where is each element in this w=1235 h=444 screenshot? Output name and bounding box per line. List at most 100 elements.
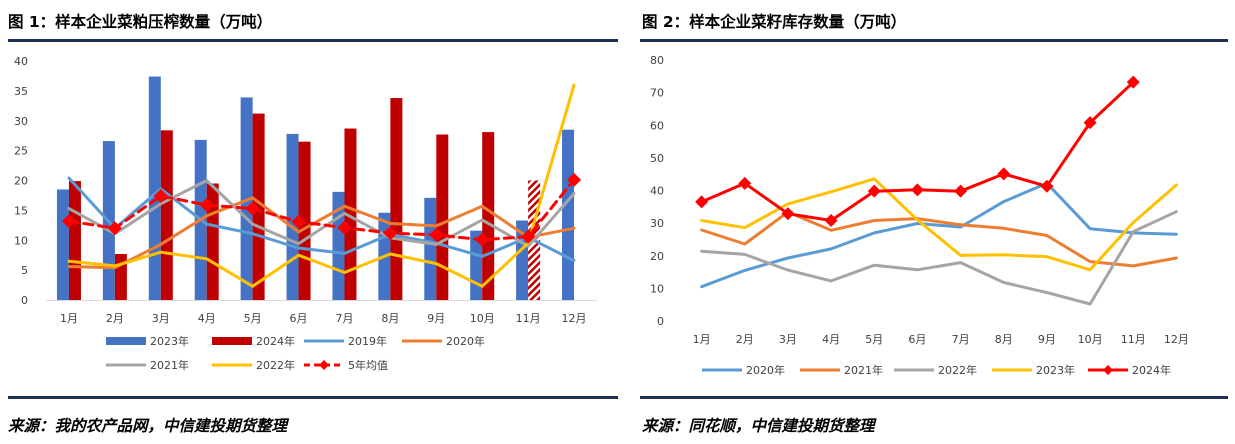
x-tick-label: 8月 [381,312,399,325]
series-line-2019年 [67,176,576,263]
legend-swatch-2023年 [106,337,146,345]
bar-2024年 [482,132,495,300]
y-tick-label: 30 [14,115,28,128]
series-marker-5年均值 [245,201,260,216]
bar-2024年 [252,113,265,300]
legend-label: 2023年 [150,334,189,348]
y-tick-label: 40 [14,55,28,68]
series-marker-5年均值 [107,221,122,236]
chart-2-source: 来源：同花顺，中信建投期货整理 [642,417,875,435]
chart-1: 0 5 10 15 20 25 30 35 40 1月 2月 3月 4月 5月 6月 7月 8月 9月 10月 11月… [14,55,597,372]
y-tick-label: 40 [650,185,664,198]
x-tick-label: 7月 [335,312,353,325]
legend-label: 2022年 [256,358,295,372]
series-marker-5年均值 [383,226,398,241]
y-tick-label: 70 [650,87,664,100]
series-line-5年均值 [67,178,576,242]
x-tick-label: 8月 [995,333,1013,346]
legend-marker-5年均值 [319,360,329,370]
x-tick-label: 10月 [1078,333,1103,346]
legend-label: 2024年 [256,334,295,348]
top-rule-left [8,39,618,42]
bar-2024年 [344,128,357,300]
x-tick-label: 12月 [562,312,587,325]
series-marker-2024年 [867,184,881,198]
series-marker-2024年 [781,207,795,221]
x-tick-label: 10月 [470,312,495,325]
chart-2: 0 10 20 30 40 50 60 70 80 1月 2月 3月 4月 5月 6月 7月 8月 9月 10月 11… [650,54,1189,377]
series-line-2020年 [67,196,576,270]
series-marker-2024年 [695,195,709,209]
y-tick-label: 10 [650,282,664,295]
legend-label: 5年均值 [348,358,388,372]
x-tick-label: 2月 [106,312,124,325]
bar-2024年 [160,130,173,300]
series-marker-5年均值 [199,197,214,212]
legend-label: 2022年 [938,363,977,377]
x-tick-label: 1月 [60,312,78,325]
y-tick-label: 10 [14,234,28,247]
panel-right: 图 2：样本企业菜籽库存数量（万吨） 0 10 20 30 40 50 60 70 80 1月 2月… [640,0,1235,444]
x-tick-label: 7月 [952,333,970,346]
y-tick-label: 30 [650,217,664,230]
legend-label: 2023年 [1036,363,1075,377]
series-marker-5年均值 [475,232,490,247]
legend-label: 2021年 [844,363,883,377]
series-marker-5年均值 [521,229,536,244]
bar-2024年 [68,181,81,300]
bar-2023年 [424,197,437,300]
x-tick-label: 5月 [865,333,883,346]
legend-label: 2019年 [348,334,387,348]
series-line-2024年 [700,80,1135,222]
chart-2-title: 图 2：样本企业菜籽库存数量（万吨） [642,13,907,31]
legend-label: 2024年 [1132,363,1171,377]
top-rule-right [640,39,1228,42]
y-tick-label: 80 [650,54,664,67]
series-marker-2024年 [824,214,838,228]
bar-2024年 [436,134,449,300]
series-marker-2024年 [1126,75,1140,89]
x-tick-label: 2月 [736,333,754,346]
chart-1-source: 来源：我的农产品网，中信建投期货整理 [8,417,288,435]
x-tick-label: 6月 [908,333,926,346]
y-tick-label: 60 [650,119,664,132]
x-tick-label: 3月 [152,312,170,325]
series-marker-5年均值 [291,214,306,229]
y-tick-label: 25 [14,145,28,158]
x-tick-label: 5月 [244,312,262,325]
legend-label: 2021年 [150,358,189,372]
x-tick-label: 3月 [779,333,797,346]
x-tick-label: 4月 [198,312,216,325]
series-line-2020年 [700,181,1178,289]
legend-marker-2024年 [1103,365,1113,375]
y-tick-label: 35 [14,85,28,98]
chart-1-title: 图 1：样本企业菜粕压榨数量（万吨） [8,13,273,31]
series-marker-2024年 [997,167,1011,181]
x-tick-label: 9月 [1038,333,1056,346]
x-tick-label: 9月 [427,312,445,325]
y-tick-label: 0 [21,294,28,307]
series-marker-2024年 [738,176,752,190]
x-tick-label: 11月 [1121,333,1146,346]
y-tick-label: 50 [650,152,664,165]
series-marker-5年均值 [61,214,76,229]
panel-left: 图 1：样本企业菜粕压榨数量（万吨） 0 5 10 15 20 25 30 35 40 1月 2月 3… [8,13,618,435]
bar-2023年 [148,76,161,300]
series-line-2022年 [67,83,576,288]
series-marker-2024年 [954,184,968,198]
series-line-2021年 [67,179,576,248]
x-tick-label: 1月 [693,333,711,346]
x-tick-label: 4月 [822,333,840,346]
x-tick-label: 11月 [516,312,541,325]
bottom-rule-left [8,396,618,399]
series-marker-5年均值 [153,189,168,204]
legend-swatch-2024年 [212,337,252,345]
y-tick-label: 20 [14,175,28,188]
series-marker-2024年 [1083,116,1097,130]
series-marker-2024年 [1040,179,1054,193]
y-tick-label: 0 [657,315,664,328]
series-marker-5年均值 [337,220,352,235]
x-tick-label: 6月 [290,312,308,325]
bar-2023年 [56,189,69,300]
y-tick-label: 15 [14,204,28,217]
